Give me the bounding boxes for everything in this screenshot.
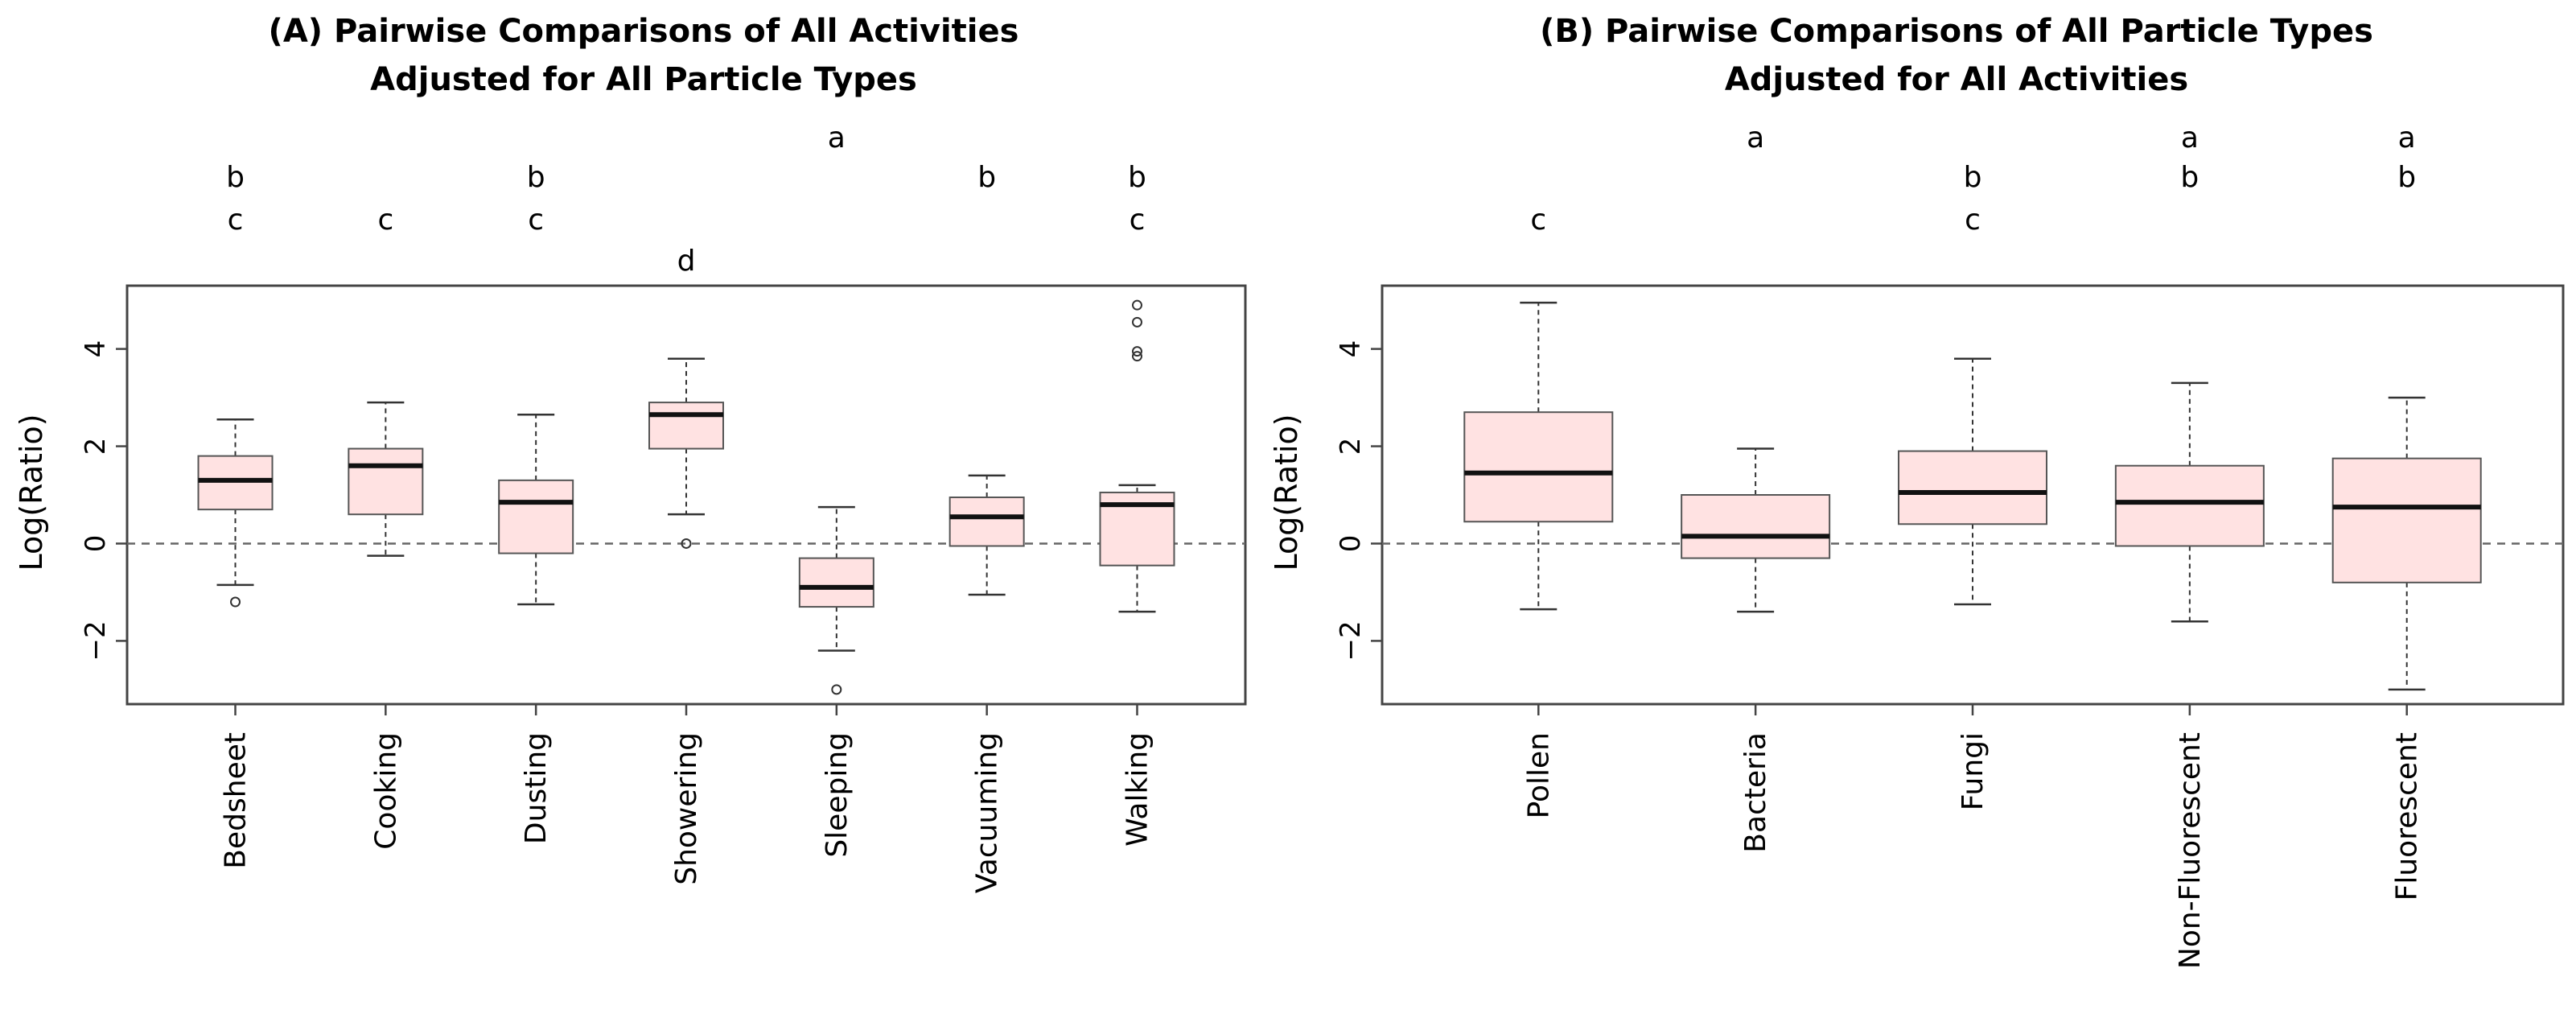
iqr-box xyxy=(648,402,724,450)
iqr-box xyxy=(197,455,274,511)
outlier-point xyxy=(1131,346,1142,357)
panel-a-box-bedsheet: Bedsheet bc xyxy=(197,161,274,869)
panel-b-y-tick-label: 2 xyxy=(1335,438,1367,455)
significance-letter: b xyxy=(226,161,245,194)
category-label: Cooking xyxy=(369,732,402,850)
significance-letter: b xyxy=(977,161,996,194)
outlier-point xyxy=(1131,351,1142,362)
significance-letter: a xyxy=(828,122,846,155)
panel-a-title-line-2: Adjusted for All Particle Types xyxy=(370,61,917,98)
category-label: Pollen xyxy=(1522,732,1555,818)
panel-a-box-dusting: Dusting bc xyxy=(498,161,574,844)
significance-letter: c xyxy=(1965,204,1981,237)
panel-a-box-walking: Walking bc xyxy=(1099,161,1175,847)
iqr-box xyxy=(798,557,874,608)
significance-letter: a xyxy=(2181,122,2199,155)
panel-a-y-tick-label: −2 xyxy=(80,620,112,661)
panel-b-title-line-2: Adjusted for All Activities xyxy=(1725,61,2188,98)
panel-b-y-tick-label: 4 xyxy=(1335,340,1367,358)
significance-letter: d xyxy=(677,245,696,278)
panel-a-y-tick-label: 4 xyxy=(80,340,112,358)
iqr-box xyxy=(2331,457,2482,583)
outlier-point xyxy=(1131,316,1142,328)
panel-b-y-tick-label: −2 xyxy=(1335,620,1367,661)
significance-letter: c xyxy=(1530,204,1546,237)
panel-a-title-line-1: (A) Pairwise Comparisons of All Activiti… xyxy=(269,13,1019,50)
significance-letter: a xyxy=(2398,122,2416,155)
category-label: Walking xyxy=(1121,732,1154,847)
panel-b-title-line-1: (B) Pairwise Comparisons of All Particle… xyxy=(1540,13,2373,50)
iqr-box xyxy=(1463,411,1614,523)
panel-b-box-fluorescent: Fluorescent ab xyxy=(2331,122,2482,900)
category-label: Fungi xyxy=(1957,732,1990,810)
significance-letter: c xyxy=(228,204,244,237)
outlier-point xyxy=(681,538,692,549)
significance-letter: c xyxy=(1130,204,1146,237)
panel-a-y-tick-label: 0 xyxy=(80,535,112,553)
panel-a: (A) Pairwise Comparisons of All Activiti… xyxy=(14,13,1247,893)
category-label: Vacuuming xyxy=(971,732,1004,893)
iqr-box xyxy=(2114,464,2265,547)
outlier-point xyxy=(831,684,842,695)
category-label: Dusting xyxy=(520,732,553,844)
panel-a-box-vacuuming: Vacuuming b xyxy=(949,161,1025,893)
significance-letter: c xyxy=(377,204,393,237)
iqr-box xyxy=(498,479,574,554)
panel-b-box-bacteria: Bacteria a xyxy=(1681,122,1831,853)
iqr-box xyxy=(348,447,424,516)
significance-letter: b xyxy=(527,161,545,194)
significance-letter: b xyxy=(2397,161,2416,194)
iqr-box xyxy=(1898,450,2047,525)
panel-b: (B) Pairwise Comparisons of All Particle… xyxy=(1269,13,2565,969)
panel-a-box-sleeping: Sleeping a xyxy=(798,122,874,858)
outlier-point xyxy=(230,596,241,608)
panel-a-box-cooking: Cooking c xyxy=(348,204,424,850)
panel-a-box-showering: Showering d xyxy=(648,245,724,885)
panel-b-y-tick-label: 0 xyxy=(1335,535,1367,553)
panel-b-box-pollen: Pollen c xyxy=(1463,204,1614,818)
panel-a-y-axis-label: Log(Ratio) xyxy=(14,414,49,571)
category-label: Bacteria xyxy=(1739,732,1772,853)
iqr-box xyxy=(949,497,1025,547)
panel-b-y-axis-label: Log(Ratio) xyxy=(1269,414,1304,571)
outlier-point xyxy=(1131,299,1142,311)
category-label: Sleeping xyxy=(821,732,854,858)
iqr-box xyxy=(1681,494,1831,559)
significance-letter: b xyxy=(2180,161,2199,194)
panel-b-box-non-fluorescent: Non-Fluorescent ab xyxy=(2114,122,2265,969)
significance-letter: b xyxy=(1964,161,1982,194)
significance-letter: c xyxy=(528,204,544,237)
significance-letter: b xyxy=(1128,161,1146,194)
category-label: Showering xyxy=(670,732,703,885)
panel-b-box-fungi: Fungi bc xyxy=(1898,161,2047,810)
significance-letter: a xyxy=(1747,122,1764,155)
panel-a-y-tick-label: 2 xyxy=(80,438,112,455)
category-label: Non-Fluorescent xyxy=(2174,732,2207,969)
category-label: Fluorescent xyxy=(2391,732,2424,900)
category-label: Bedsheet xyxy=(220,732,253,869)
